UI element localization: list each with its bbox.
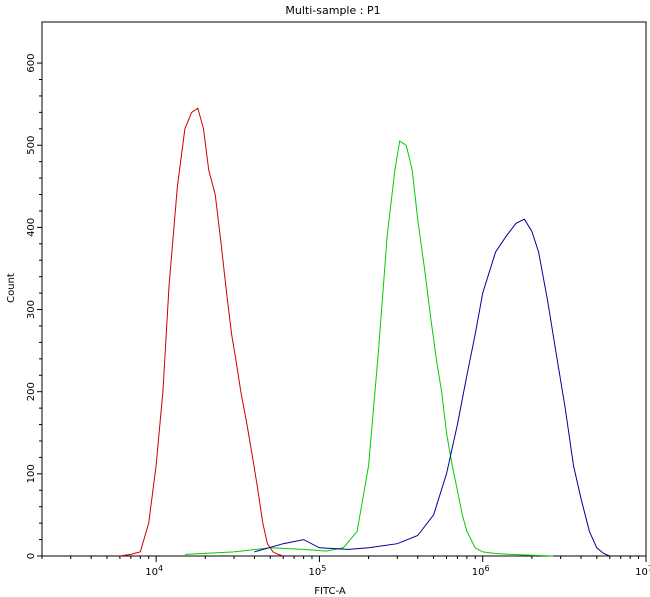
y-axis-label: Count bbox=[6, 273, 17, 303]
x-tick-label: 106 bbox=[472, 564, 490, 578]
x-tick-label: 104 bbox=[145, 564, 163, 578]
series-line-2 bbox=[184, 140, 554, 557]
y-tick-label: 500 bbox=[26, 136, 37, 155]
series-line-3 bbox=[254, 218, 610, 557]
y-tick-label: 100 bbox=[26, 464, 37, 483]
y-tick-label: 300 bbox=[26, 300, 37, 319]
series-line-1 bbox=[119, 107, 284, 557]
x-tick-label: 107 bbox=[635, 564, 650, 578]
plot-frame bbox=[41, 21, 647, 557]
x-axis: 104 105 106 107 bbox=[41, 556, 650, 578]
y-tick-label: 0 bbox=[26, 553, 37, 559]
chart-title: Multi-sample : P1 bbox=[285, 4, 380, 17]
y-tick-label: 400 bbox=[26, 218, 37, 237]
y-tick-label: 600 bbox=[26, 54, 37, 73]
y-axis: 0 100 200 300 400 500 600 bbox=[26, 54, 42, 559]
x-tick-label: 105 bbox=[309, 564, 327, 578]
y-tick-label: 200 bbox=[26, 382, 37, 401]
series-layer bbox=[119, 107, 610, 557]
x-axis-label: FITC-A bbox=[314, 586, 346, 597]
